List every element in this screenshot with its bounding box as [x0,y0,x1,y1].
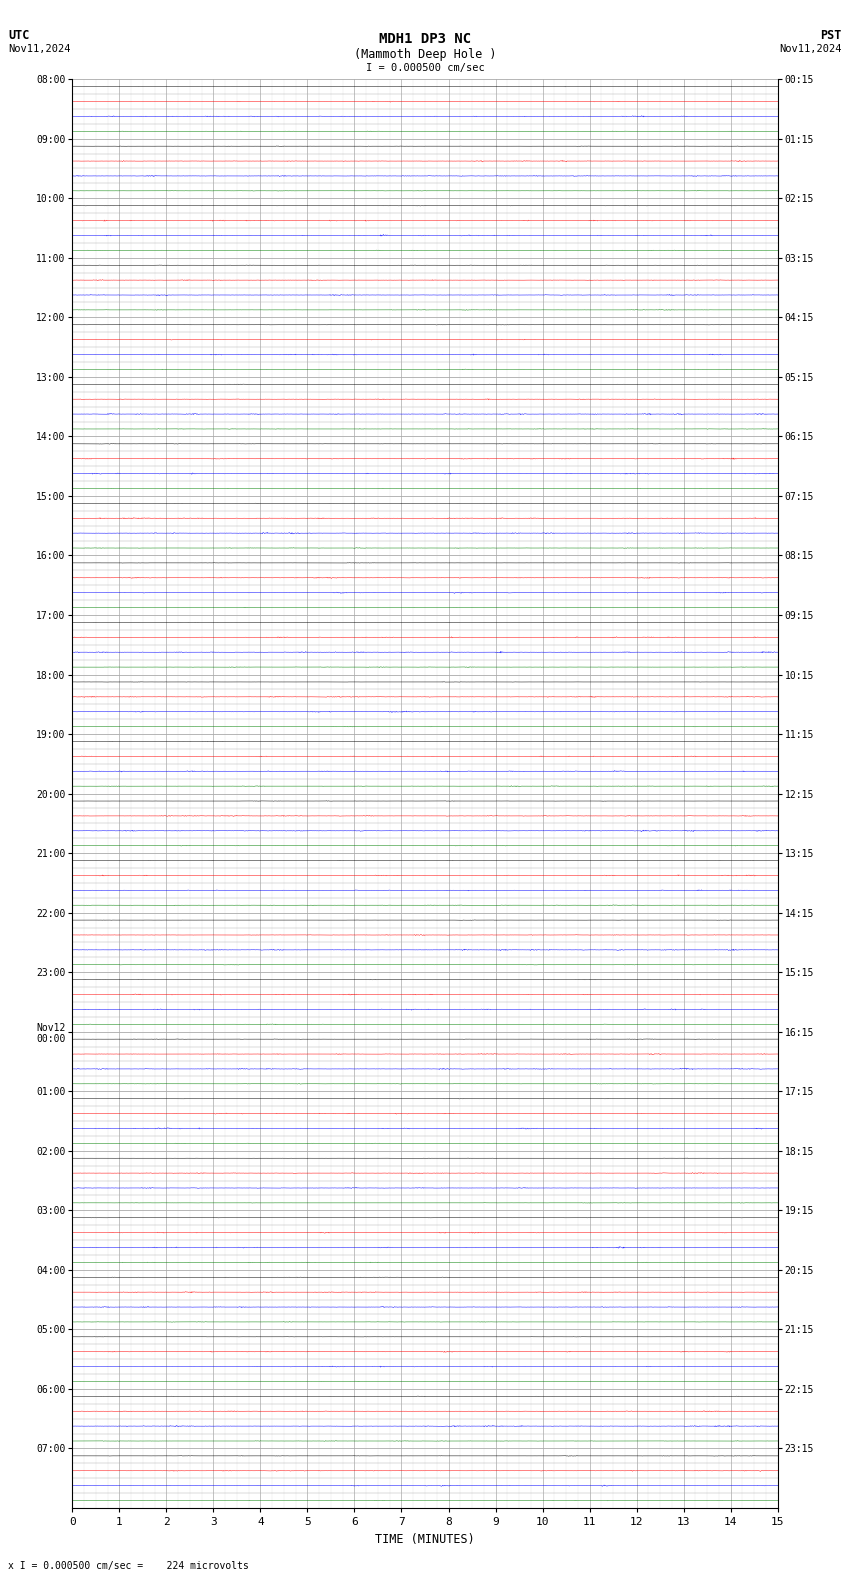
Text: x I = 0.000500 cm/sec =    224 microvolts: x I = 0.000500 cm/sec = 224 microvolts [8,1562,249,1571]
Text: I = 0.000500 cm/sec: I = 0.000500 cm/sec [366,63,484,73]
Text: PST: PST [820,29,842,41]
Text: Nov11,2024: Nov11,2024 [779,44,842,54]
Text: Nov11,2024: Nov11,2024 [8,44,71,54]
Text: MDH1 DP3 NC: MDH1 DP3 NC [379,32,471,46]
X-axis label: TIME (MINUTES): TIME (MINUTES) [375,1533,475,1546]
Text: (Mammoth Deep Hole ): (Mammoth Deep Hole ) [354,48,496,60]
Text: UTC: UTC [8,29,30,41]
